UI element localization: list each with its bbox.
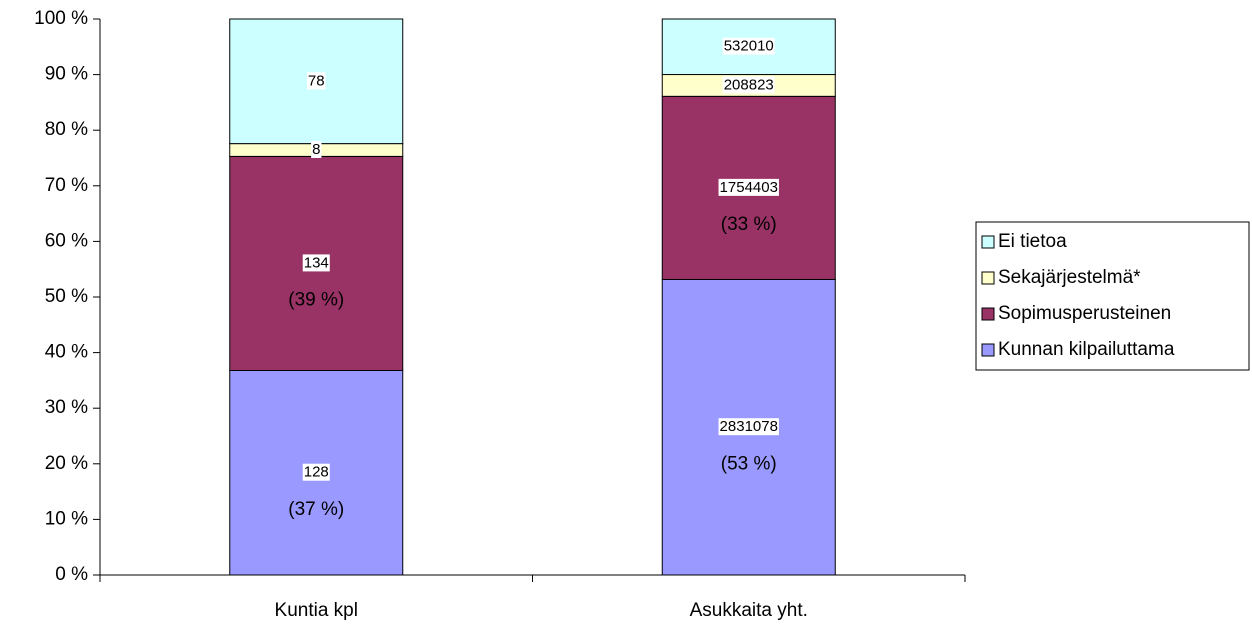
legend-swatch [981, 271, 995, 285]
data-label: 1754403 [720, 179, 778, 196]
legend-label: Ei tietoa [998, 231, 1067, 252]
legend-swatch [981, 343, 995, 357]
share-label: (53 %) [721, 453, 777, 474]
x-tick-label: Kuntia kpl [275, 600, 358, 621]
data-label-bg [718, 418, 779, 436]
data-label-group: 2831078 [718, 418, 779, 436]
x-tick-label: Asukkaita yht. [690, 600, 808, 621]
legend-label: Kunnan kilpailuttama [998, 339, 1175, 360]
data-label: 134 [304, 254, 329, 271]
data-label-bg [311, 140, 322, 158]
data-label-group: 208823 [722, 76, 775, 94]
data-label-group: 78 [306, 72, 326, 90]
y-tick-label: 60 % [45, 230, 88, 251]
data-label-bg [722, 76, 775, 94]
y-tick-label: 80 % [45, 119, 88, 140]
data-label: 78 [308, 72, 325, 89]
data-label-bg [302, 463, 330, 481]
y-tick-label: 20 % [45, 453, 88, 474]
data-label: 8 [312, 141, 320, 158]
data-label-bg [302, 254, 330, 272]
data-label-bg [722, 37, 775, 55]
y-tick-label: 90 % [45, 64, 88, 85]
y-tick-label: 70 % [45, 175, 88, 196]
y-tick-label: 30 % [45, 397, 88, 418]
data-label: 208823 [724, 76, 774, 93]
legend-label: Sekajärjestelmä* [998, 267, 1141, 288]
data-label-group: 128 [302, 463, 330, 481]
y-tick-label: 0 % [55, 564, 88, 585]
y-tick-label: 40 % [45, 342, 88, 363]
data-label-group: 532010 [722, 37, 775, 55]
data-label-bg [718, 178, 779, 196]
data-label-group: 8 [311, 140, 322, 158]
share-label: (39 %) [288, 289, 344, 310]
data-label: 128 [304, 464, 329, 481]
data-label-bg [306, 72, 326, 90]
legend-label: Sopimusperusteinen [998, 303, 1171, 324]
legend-swatch [981, 235, 995, 249]
y-tick-label: 50 % [45, 286, 88, 307]
legend-box [975, 221, 1250, 371]
data-label-group: 134 [302, 254, 330, 272]
legend-swatch [981, 307, 995, 321]
share-label: (37 %) [288, 499, 344, 520]
share-label: (33 %) [721, 214, 777, 235]
data-label: 532010 [724, 38, 774, 55]
data-label-group: 1754403 [718, 178, 779, 196]
data-label: 2831078 [720, 418, 778, 435]
y-tick-label: 10 % [45, 508, 88, 529]
y-tick-label: 100 % [34, 8, 88, 29]
